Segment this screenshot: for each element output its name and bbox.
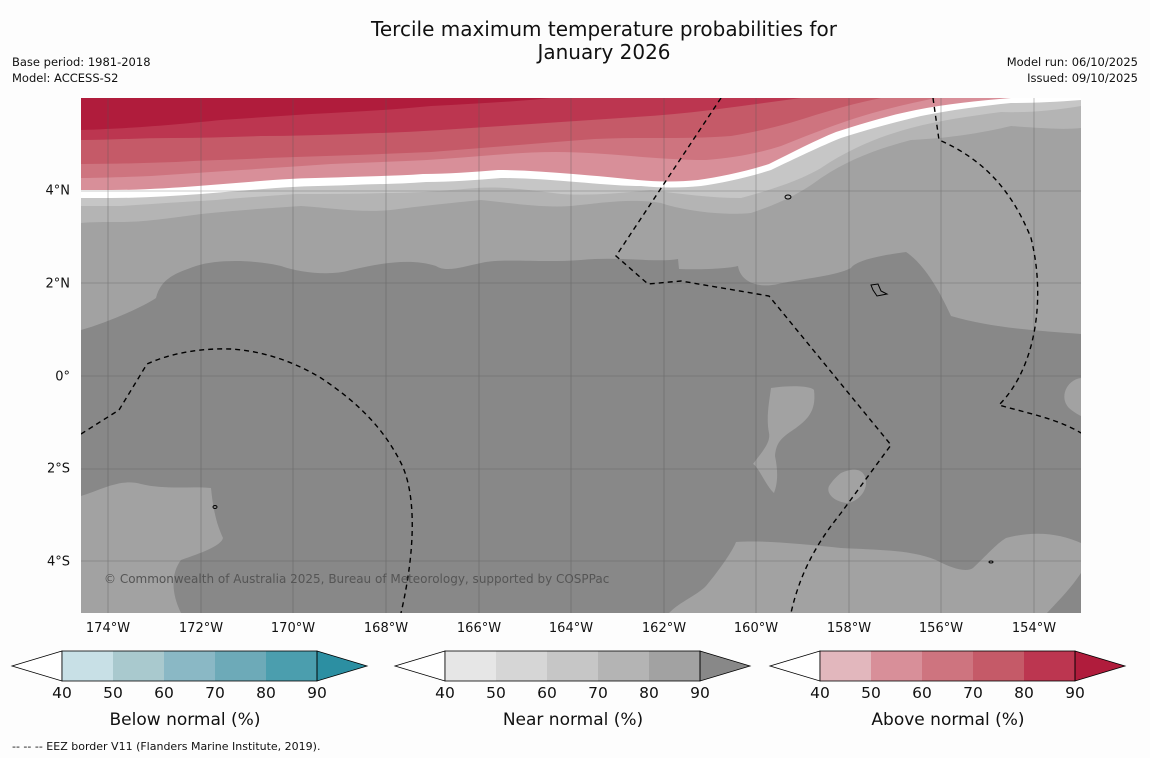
legend-tick: 50 <box>861 684 881 702</box>
meta-right: Model run: 06/10/2025 Issued: 09/10/2025 <box>1007 54 1138 86</box>
lon-label: 168°W <box>363 621 409 636</box>
legend-tick: 80 <box>639 684 659 702</box>
eez-footnote: -- -- -- EEZ border V11 (Flanders Marine… <box>12 740 321 753</box>
legend-tick: 70 <box>588 684 608 702</box>
map-title-line1: Tercile maximum temperature probabilitie… <box>371 17 837 41</box>
colorbar-segment <box>820 651 871 681</box>
colorbar-segment <box>496 651 547 681</box>
lon-label: 158°W <box>826 621 872 636</box>
model-name: Model: ACCESS-S2 <box>12 71 119 85</box>
lat-label: 4°N <box>45 183 71 199</box>
lon-label: 160°W <box>733 621 779 636</box>
near-80-90-east-edge <box>1064 378 1081 416</box>
colorbar-segment <box>649 651 700 681</box>
island-4 <box>988 560 994 564</box>
colorbar-segment <box>113 651 164 681</box>
colorbar-segment <box>547 651 598 681</box>
colorbar-segment <box>10 650 63 682</box>
legend-tick: 70 <box>205 684 225 702</box>
above-90-band <box>81 98 551 130</box>
colorbar-segment <box>393 650 446 682</box>
legend-near-normal: 40 50 60 70 80 90 Near normal (%) <box>393 648 753 738</box>
colorbar-segment <box>445 651 496 681</box>
lon-label: 172°W <box>178 621 224 636</box>
near-80-90-island-patch-1 <box>753 386 815 493</box>
colorbar-segment <box>266 651 317 681</box>
lat-label: 0° <box>55 369 70 385</box>
colorbar-segment <box>62 651 113 681</box>
lat-label: 4°S <box>46 554 70 570</box>
legend-tick: 80 <box>1014 684 1034 702</box>
colorbar-segment <box>922 651 973 681</box>
colorbar-below-normal <box>10 650 369 682</box>
legend-title: Near normal (%) <box>502 710 644 730</box>
legend-tick: 90 <box>307 684 327 702</box>
eez-border-east <box>932 98 1081 434</box>
legend-below-normal: 40 50 60 70 80 90 Below normal (%) <box>10 648 370 738</box>
legend-tick: 50 <box>486 684 506 702</box>
colorbar-segment <box>164 651 215 681</box>
lon-label: 154°W <box>1011 621 1057 636</box>
colorbar-segment <box>598 651 649 681</box>
legend-tick: 90 <box>690 684 710 702</box>
colorbar-segment <box>973 651 1024 681</box>
legend-tick: 60 <box>912 684 932 702</box>
base-period: Base period: 1981-2018 <box>12 55 151 69</box>
colorbar-segment <box>1074 650 1127 682</box>
island-3 <box>212 505 218 509</box>
legend-tick: 40 <box>52 684 72 702</box>
legend-tick: 80 <box>256 684 276 702</box>
lon-label: 156°W <box>918 621 964 636</box>
graticule <box>81 98 1081 613</box>
map-title: Tercile maximum temperature probabilitie… <box>0 18 1150 64</box>
legend-title: Above normal (%) <box>871 710 1025 730</box>
legend-tick: 50 <box>103 684 123 702</box>
lat-label: 2°N <box>45 276 71 292</box>
near-80-90-west-patch <box>81 482 223 613</box>
legend-above-normal: 40 50 60 70 80 90 Above normal (%) <box>768 648 1128 738</box>
island-2 <box>870 283 889 297</box>
eez-border-center <box>615 98 892 613</box>
lon-label: 170°W <box>270 621 316 636</box>
colorbar-segment <box>871 651 922 681</box>
legend-tick: 70 <box>963 684 983 702</box>
legend-title: Below normal (%) <box>109 710 261 730</box>
eez-border-west <box>81 348 413 613</box>
model-run: Model run: 06/10/2025 <box>1006 55 1138 69</box>
lon-label: 164°W <box>548 621 594 636</box>
lon-label: 162°W <box>641 621 687 636</box>
eez-borders <box>81 98 1081 613</box>
lat-label: 2°S <box>46 461 70 477</box>
lon-label: 166°W <box>456 621 502 636</box>
legend-tick: 40 <box>810 684 830 702</box>
legend-tick: 90 <box>1065 684 1085 702</box>
legend-tick: 60 <box>537 684 557 702</box>
meta-left: Base period: 1981-2018 Model: ACCESS-S2 <box>12 54 151 86</box>
issued-date: Issued: 09/10/2025 <box>1027 71 1138 85</box>
probability-map <box>81 98 1081 613</box>
near-80-90-island-patch-2 <box>828 469 866 503</box>
islands <box>212 194 994 564</box>
colorbar-segment <box>768 650 821 682</box>
legend-tick: 60 <box>154 684 174 702</box>
near-80-90-south-patch <box>669 533 1081 613</box>
colorbar-near-normal <box>393 650 752 682</box>
colorbar-segment <box>316 650 369 682</box>
colorbar-segment <box>1024 651 1075 681</box>
colorbar-segment <box>699 650 752 682</box>
copyright-note: © Commonwealth of Australia 2025, Bureau… <box>104 572 610 586</box>
colorbar-segment <box>215 651 266 681</box>
legend-tick: 40 <box>435 684 455 702</box>
map-title-line2: January 2026 <box>537 40 671 64</box>
colorbar-above-normal <box>768 650 1127 682</box>
lon-label: 174°W <box>85 621 131 636</box>
island-1 <box>784 194 792 200</box>
